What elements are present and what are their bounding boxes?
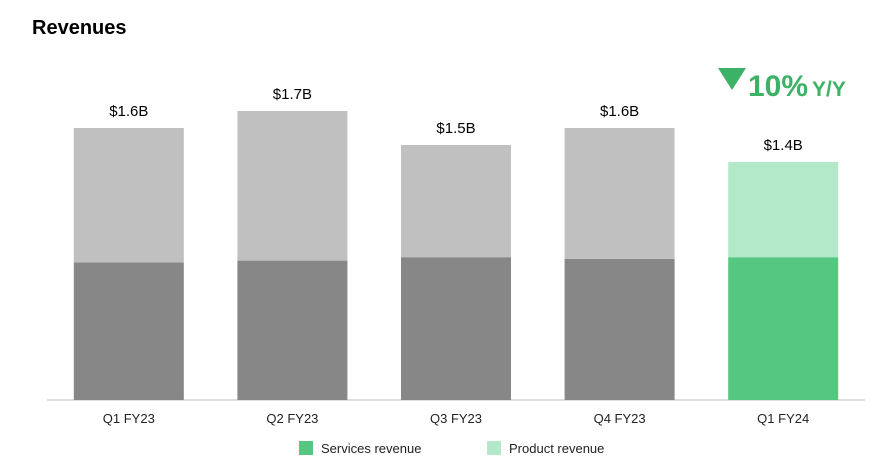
bar-segment [401, 145, 511, 258]
total-label: $1.6B [600, 103, 639, 120]
x-tick-label: Q3 FY23 [430, 411, 482, 426]
x-tick-label: Q1 FY23 [103, 411, 155, 426]
legend-label: Product revenue [509, 441, 604, 456]
bar-segment [401, 257, 511, 400]
bar-segment [564, 258, 675, 400]
bar-segment [73, 128, 184, 263]
down-arrow [718, 68, 746, 90]
bar-segment [237, 260, 348, 400]
total-label: $1.6B [109, 103, 148, 120]
x-tick-label: Q4 FY23 [594, 411, 646, 426]
bar-segment [564, 128, 675, 259]
legend-swatch [299, 441, 313, 455]
x-tick-label: Q2 FY23 [266, 411, 318, 426]
annotation: 10% [748, 70, 808, 103]
annotation-suffix: Y/Y [812, 78, 846, 101]
chart-title: Revenues [32, 17, 127, 39]
total-label: $1.4B [764, 137, 803, 154]
x-tick-label: Q1 FY24 [757, 411, 809, 426]
total-label: $1.5B [436, 120, 475, 137]
total-label: $1.7B [273, 86, 312, 103]
bar-segment [728, 162, 839, 258]
legend-label: Services revenue [321, 441, 421, 456]
legend-swatch [487, 441, 501, 455]
bar-segment [237, 111, 348, 261]
bar-segment [728, 257, 839, 400]
bar-segment [73, 262, 184, 400]
